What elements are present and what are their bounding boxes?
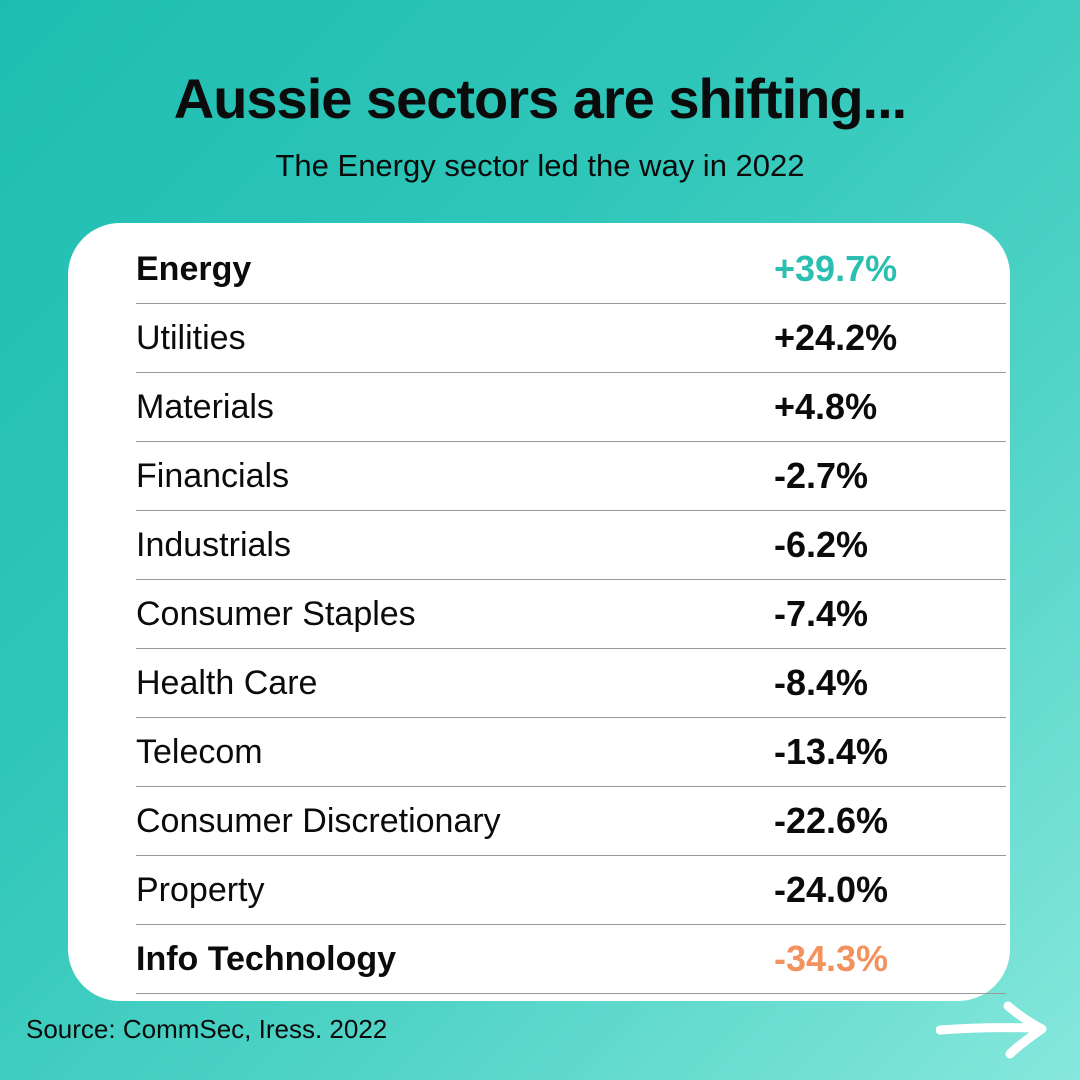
table-row: Health Care -8.4% xyxy=(136,649,1006,718)
sector-value: +39.7% xyxy=(774,248,898,289)
sector-table: Energy +39.7% Utilities +24.2% Materials +4.8… xyxy=(136,235,1006,994)
arrow-right-icon[interactable] xyxy=(936,998,1048,1060)
sector-value: -22.6% xyxy=(774,800,889,841)
sector-value: -6.2% xyxy=(774,524,869,565)
sector-value: -2.7% xyxy=(774,455,869,496)
sector-label: Financials xyxy=(136,457,290,495)
sector-label: Property xyxy=(136,871,265,909)
sector-label: Consumer Staples xyxy=(136,595,416,633)
sector-label: Utilities xyxy=(136,319,246,357)
sector-value: -8.4% xyxy=(774,662,869,703)
chart-subtitle: The Energy sector led the way in 2022 xyxy=(275,148,805,183)
sector-label: Health Care xyxy=(136,664,318,702)
table-row: Consumer Discretionary -22.6% xyxy=(136,787,1006,856)
sector-value: +4.8% xyxy=(774,386,878,427)
table-row: Financials -2.7% xyxy=(136,442,1006,511)
table-row: Consumer Staples -7.4% xyxy=(136,580,1006,649)
sector-label: Industrials xyxy=(136,526,291,564)
sector-label: Consumer Discretionary xyxy=(136,802,501,840)
chart-title: Aussie sectors are shifting... xyxy=(173,67,907,130)
sector-table-card: Energy +39.7% Utilities +24.2% Materials +4.8… xyxy=(68,223,1010,1001)
table-row: Materials +4.8% xyxy=(136,373,1006,442)
table-row: Telecom -13.4% xyxy=(136,718,1006,787)
table-row: Energy +39.7% xyxy=(136,235,1006,304)
sector-value: -13.4% xyxy=(774,731,889,772)
sector-value: +24.2% xyxy=(774,317,898,358)
source-note: Source: CommSec, Iress. 2022 xyxy=(26,1014,388,1044)
sector-label: Info Technology xyxy=(136,940,397,978)
table-row: Info Technology -34.3% xyxy=(136,925,1006,994)
sector-value: -34.3% xyxy=(774,938,889,979)
sector-label: Telecom xyxy=(136,733,263,771)
sector-label: Materials xyxy=(136,388,274,426)
sector-value: -24.0% xyxy=(774,869,889,910)
sector-label: Energy xyxy=(136,250,252,288)
table-row: Property -24.0% xyxy=(136,856,1006,925)
sector-value: -7.4% xyxy=(774,593,869,634)
table-row: Industrials -6.2% xyxy=(136,511,1006,580)
table-row: Utilities +24.2% xyxy=(136,304,1006,373)
